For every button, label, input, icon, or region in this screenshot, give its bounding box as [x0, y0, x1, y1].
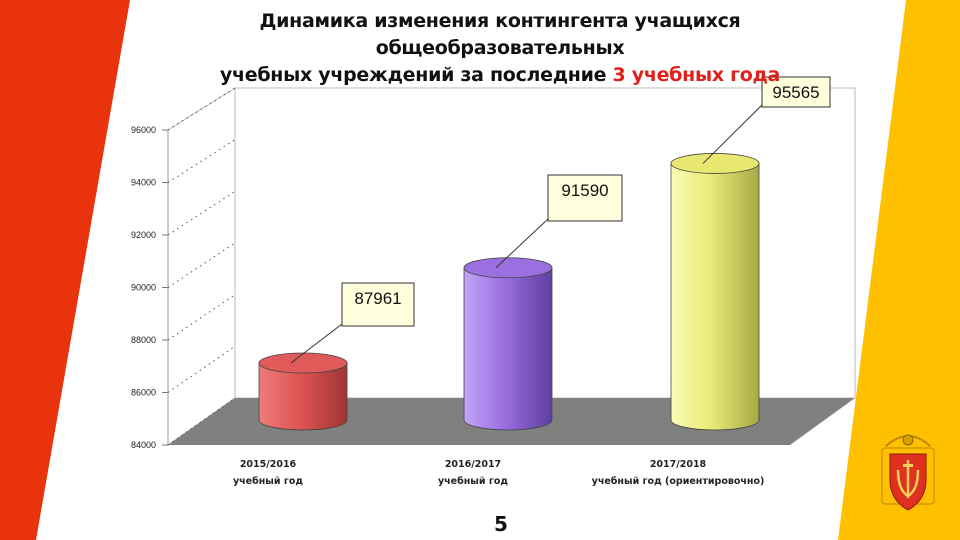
data-label-box	[547, 174, 623, 222]
y-tick-label: 88000	[131, 335, 156, 345]
x-category-label: учебный год	[438, 476, 508, 487]
bar-body	[463, 267, 553, 431]
callout-leader	[702, 104, 763, 164]
title-line-2: учебных учреждений за последние 3 учебны…	[140, 62, 860, 89]
y-tick-label: 84000	[131, 440, 156, 450]
title-line-1: Динамика изменения контингента учащихся …	[259, 10, 741, 59]
bar-top	[670, 153, 760, 174]
y-tick-label: 94000	[131, 178, 156, 188]
gridline	[167, 294, 236, 341]
cylinder-bar	[670, 153, 760, 431]
x-category-label: 2015/2016	[240, 459, 297, 470]
gridline	[167, 139, 236, 183]
x-category-label: учебный год (ориентировочно)	[592, 476, 765, 487]
callout-leader	[495, 218, 549, 269]
title-line-2-main: учебных учреждений за последние	[219, 64, 613, 86]
bar-body	[670, 163, 760, 431]
x-category-label: 2016/2017	[445, 459, 501, 470]
left-red-band	[0, 0, 130, 540]
side-wall	[167, 87, 236, 446]
y-tick-label: 90000	[131, 283, 156, 293]
cylinder-bar	[258, 352, 348, 431]
data-label-box	[341, 282, 415, 327]
odesa-emblem	[881, 434, 935, 511]
data-label: 87961	[354, 289, 401, 308]
y-tick-label: 96000	[131, 125, 156, 135]
x-category-label: 2017/2018	[650, 459, 707, 470]
bar-body	[258, 362, 348, 431]
x-category-label: учебный год	[233, 476, 303, 487]
right-yellow-band	[838, 0, 960, 540]
data-label-box	[761, 76, 831, 108]
data-label: 91590	[561, 181, 608, 200]
cylinder-bar	[463, 257, 553, 431]
bar-top	[463, 257, 553, 279]
gridline	[167, 87, 236, 131]
data-label: 95565	[772, 83, 819, 102]
y-tick-label: 92000	[131, 230, 156, 240]
gridline	[167, 242, 236, 288]
page-number: 5	[494, 512, 508, 536]
y-tick-label: 86000	[131, 388, 156, 398]
callout-leader	[290, 323, 343, 364]
gridline	[167, 190, 236, 236]
chart-title: Динамика изменения контингента учащихся …	[140, 8, 860, 89]
title-line-2-accent: 3 учебных года	[612, 64, 781, 86]
bar-top	[258, 352, 348, 374]
